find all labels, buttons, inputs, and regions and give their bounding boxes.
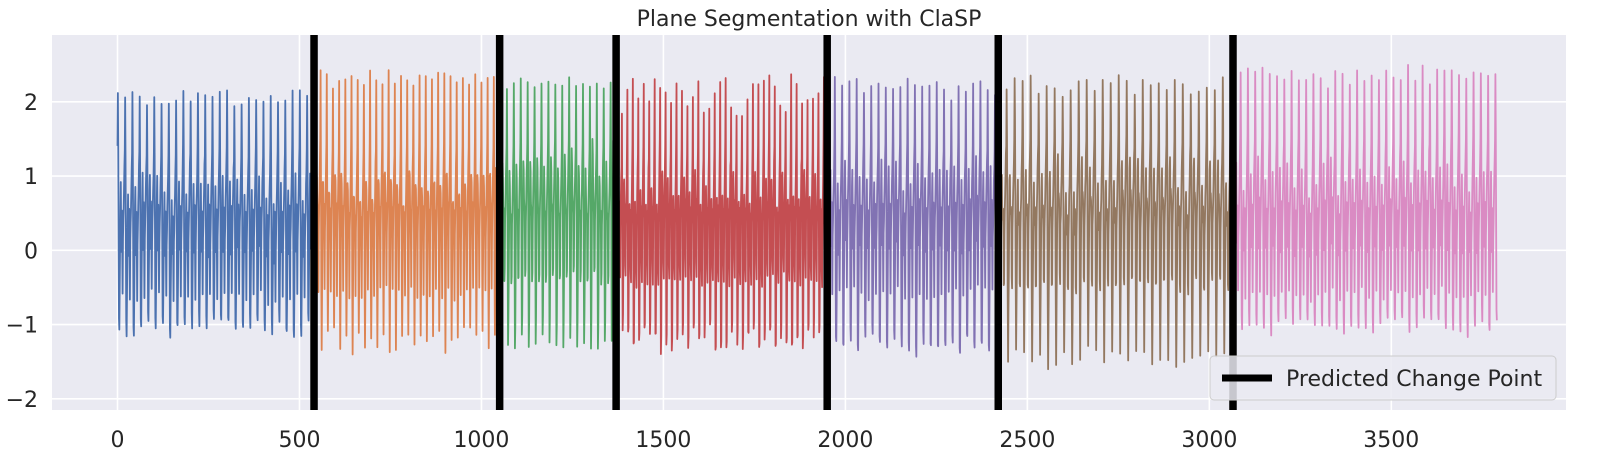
y-tick-label: 2 — [24, 91, 38, 116]
legend-box — [1209, 355, 1557, 401]
x-tick-label: 1000 — [453, 428, 509, 453]
y-tick-label: −2 — [6, 388, 38, 413]
legend: Predicted Change Point — [1209, 355, 1557, 401]
x-tick-label: 3000 — [1181, 428, 1237, 453]
x-tick-label: 1500 — [635, 428, 691, 453]
x-tick-label: 500 — [278, 428, 320, 453]
series-line-4 — [615, 73, 829, 356]
y-tick-label: 1 — [24, 165, 38, 190]
y-tick-label: −1 — [6, 314, 38, 339]
series-line-2 — [313, 69, 501, 356]
series-line-7 — [1232, 64, 1498, 339]
series-line-1 — [116, 89, 315, 339]
x-tick-label: 2000 — [817, 428, 873, 453]
legend-label: Predicted Change Point — [1286, 367, 1542, 392]
series-line-3 — [498, 76, 618, 350]
x-axis: 0 500 1000 1500 2000 2500 3000 3500 — [111, 428, 1420, 453]
x-tick-label: 3500 — [1363, 428, 1419, 453]
chart-title: Plane Segmentation with ClaSP — [637, 7, 982, 32]
y-tick-label: 0 — [24, 239, 38, 264]
change-points — [310, 35, 1237, 410]
y-axis: −2 −1 0 1 2 — [6, 91, 38, 413]
series-layer — [116, 64, 1498, 371]
series-line-5 — [826, 75, 1000, 358]
series-line-6 — [997, 73, 1234, 371]
x-tick-label: 2500 — [999, 428, 1055, 453]
x-tick-label: 0 — [111, 428, 125, 453]
